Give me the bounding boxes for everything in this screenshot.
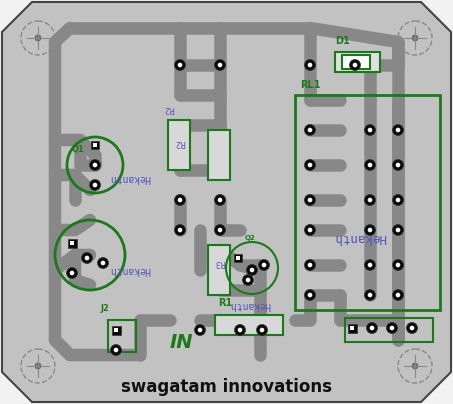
Circle shape xyxy=(238,328,242,332)
Text: D1: D1 xyxy=(335,36,350,46)
Text: Hekanth: Hekanth xyxy=(229,300,270,310)
Circle shape xyxy=(365,160,376,170)
Bar xyxy=(70,241,74,245)
Circle shape xyxy=(218,228,222,232)
Circle shape xyxy=(35,35,41,41)
Circle shape xyxy=(368,228,372,232)
Circle shape xyxy=(82,252,92,263)
Circle shape xyxy=(410,326,414,330)
Circle shape xyxy=(368,292,372,297)
Circle shape xyxy=(412,363,418,369)
Circle shape xyxy=(235,324,246,335)
Circle shape xyxy=(90,179,101,191)
Circle shape xyxy=(198,328,202,332)
Text: R1: R1 xyxy=(218,298,232,308)
Circle shape xyxy=(365,259,376,271)
Circle shape xyxy=(90,160,101,170)
Circle shape xyxy=(304,225,315,236)
Circle shape xyxy=(174,194,185,206)
Text: R3: R3 xyxy=(213,258,225,267)
Circle shape xyxy=(308,163,312,167)
Circle shape xyxy=(304,160,315,170)
Circle shape xyxy=(406,322,418,333)
Circle shape xyxy=(365,124,376,135)
Bar xyxy=(335,52,380,72)
Circle shape xyxy=(304,59,315,71)
Circle shape xyxy=(353,63,357,67)
Bar xyxy=(208,130,230,180)
Text: J2: J2 xyxy=(100,304,109,313)
Circle shape xyxy=(368,163,372,167)
Text: swagatam innovations: swagatam innovations xyxy=(121,378,332,396)
Circle shape xyxy=(250,268,254,272)
Bar xyxy=(67,238,77,248)
Circle shape xyxy=(395,163,400,167)
Circle shape xyxy=(392,124,404,135)
Text: IN: IN xyxy=(170,333,193,352)
Circle shape xyxy=(215,59,226,71)
Bar xyxy=(114,328,118,332)
Circle shape xyxy=(215,194,226,206)
Circle shape xyxy=(365,194,376,206)
Bar xyxy=(350,326,354,330)
Text: RL1: RL1 xyxy=(300,80,321,90)
Circle shape xyxy=(366,322,377,333)
Circle shape xyxy=(365,290,376,301)
Text: R2: R2 xyxy=(174,138,186,147)
Circle shape xyxy=(392,290,404,301)
Circle shape xyxy=(218,198,222,202)
Bar xyxy=(111,326,120,335)
Circle shape xyxy=(93,163,97,167)
Circle shape xyxy=(304,124,315,135)
Circle shape xyxy=(392,194,404,206)
Circle shape xyxy=(392,259,404,271)
Circle shape xyxy=(262,263,266,267)
Circle shape xyxy=(308,63,312,67)
Circle shape xyxy=(114,348,118,352)
Circle shape xyxy=(308,292,312,297)
Circle shape xyxy=(93,183,97,187)
Text: Q1: Q1 xyxy=(72,145,85,154)
Circle shape xyxy=(70,271,74,275)
Circle shape xyxy=(67,267,77,278)
Text: R2: R2 xyxy=(163,104,174,113)
Bar xyxy=(295,95,440,310)
Circle shape xyxy=(350,59,361,71)
Circle shape xyxy=(174,225,185,236)
Circle shape xyxy=(370,326,374,330)
Bar xyxy=(345,318,433,342)
Circle shape xyxy=(246,278,251,282)
Circle shape xyxy=(308,263,312,267)
Circle shape xyxy=(395,198,400,202)
Circle shape xyxy=(174,59,185,71)
Circle shape xyxy=(412,35,418,41)
Circle shape xyxy=(178,63,182,67)
Circle shape xyxy=(365,225,376,236)
Circle shape xyxy=(390,326,394,330)
Bar xyxy=(347,324,357,332)
Circle shape xyxy=(218,63,222,67)
Bar xyxy=(236,256,240,260)
Text: Q2: Q2 xyxy=(245,235,256,241)
Text: Hekanth: Hekanth xyxy=(110,265,150,275)
Bar xyxy=(168,120,190,170)
Bar xyxy=(208,245,230,295)
Circle shape xyxy=(368,263,372,267)
Bar xyxy=(234,254,242,262)
Circle shape xyxy=(178,198,182,202)
Circle shape xyxy=(111,345,121,356)
Circle shape xyxy=(368,128,372,133)
Bar xyxy=(215,315,283,335)
Circle shape xyxy=(259,259,270,271)
Circle shape xyxy=(215,225,226,236)
Circle shape xyxy=(395,128,400,133)
Circle shape xyxy=(256,324,268,335)
Circle shape xyxy=(392,225,404,236)
Circle shape xyxy=(368,198,372,202)
Circle shape xyxy=(395,292,400,297)
Circle shape xyxy=(178,228,182,232)
Circle shape xyxy=(304,290,315,301)
Circle shape xyxy=(304,194,315,206)
Circle shape xyxy=(308,198,312,202)
